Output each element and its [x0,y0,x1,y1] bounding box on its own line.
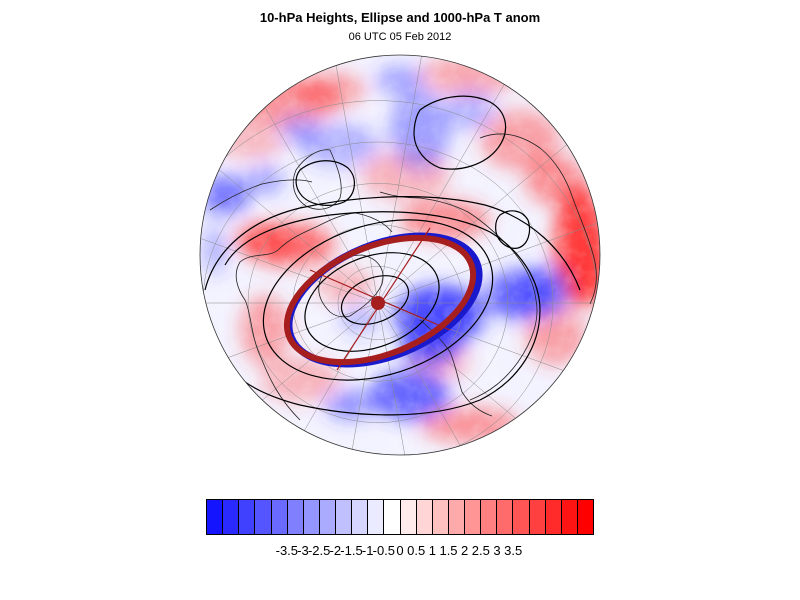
polar-map [199,54,601,456]
colorbar-swatch-15 [448,500,465,534]
colorbar-label: -2.5 [307,543,331,558]
height-contour-4 [214,211,541,416]
colorbar-swatch-2 [239,500,256,534]
parallel-line [337,265,419,341]
colorbar-label: 3 [493,543,501,558]
vortex-centroid [371,296,385,310]
coastline-greenland [318,254,384,318]
colorbar-labels: -3.5 -3 -2.5 -2 -1.5 -1 -0.5 0 0.5 1 1.5 2 2.5 3 3.5 [0,543,800,561]
colorbar-label: 1 [428,543,436,558]
colorbar-swatch-12 [400,500,417,534]
meridian-line [377,55,529,304]
colorbar-label: 1.5 [439,543,458,558]
colorbar-swatch-7 [319,500,336,534]
colorbar-swatch-9 [352,500,369,534]
height-contour-low-1 [413,95,507,170]
meridian-line [200,200,379,304]
parallel-line [247,183,509,423]
colorbar-swatch-4 [271,500,288,534]
colorbar-swatch-21 [545,500,562,534]
height-contour-low-3 [495,210,531,249]
height-contour-1 [340,275,410,325]
colorbar-label: -2 [329,543,342,558]
field-texture [200,55,600,455]
colorbar-label: -1 [361,543,374,558]
colorbar-swatch-3 [255,500,272,534]
meridian-line [200,302,379,406]
colorbar-swatch-5 [287,500,304,534]
meridian-line [377,200,600,304]
vortex-ellipse [283,234,477,366]
meridian-line [377,302,600,406]
colorbar-swatch-8 [336,500,353,534]
colorbar-swatch-19 [513,500,530,534]
colorbar-swatch-22 [561,500,578,534]
colorbar-label: 2.5 [471,543,490,558]
colorbar-swatch-16 [465,500,482,534]
colorbar-label: -3 [297,543,309,558]
globe [200,55,600,455]
coastlines [209,133,597,421]
colorbar-swatch-11 [384,500,401,534]
colorbar-label: 3.5 [504,543,523,558]
height-contour-3 [262,219,494,381]
coastline-asia-east [479,133,597,305]
meridian-line [200,109,379,304]
globe-edge [199,54,601,456]
meridian-line [377,302,600,455]
colorbar-swatch-14 [432,500,449,534]
colorbar-label: -3.5 [275,543,299,558]
colorbar-label: 0.5 [407,543,426,558]
height-contour-5 [204,196,581,291]
colorbar-swatch-0 [207,500,224,534]
height-contour-2 [304,252,440,352]
height-contour-low-2 [295,160,355,206]
colorbar-swatch-20 [529,500,546,534]
height-contours [204,95,581,416]
colorbar-swatch-18 [497,500,514,534]
figure-subtitle: 06 UTC 05 Feb 2012 [348,31,452,43]
coastline-west [209,179,313,211]
meridian-line [377,55,431,304]
coastline-eurasia [379,191,538,401]
colorbar-label: -1.5 [340,543,363,558]
colorbar-swatch-1 [223,500,240,534]
colorbar-swatch-17 [481,500,498,534]
colorbar-label: 0 [396,543,404,558]
colorbar-swatch-6 [303,500,320,534]
meridian-line [200,302,379,455]
colorbar-label: -0.5 [372,543,396,558]
figure-title: 10-hPa Heights, Ellipse and 1000-hPa T a… [259,10,541,25]
vortex-ellipse-group [283,227,483,371]
colorbar [206,499,594,535]
colorbar-label: 2 [461,543,469,558]
colorbar-swatch-10 [368,500,385,534]
colorbar-swatch-13 [416,500,433,534]
colorbar-swatch-23 [577,500,593,534]
coastline-pacific [292,149,342,210]
